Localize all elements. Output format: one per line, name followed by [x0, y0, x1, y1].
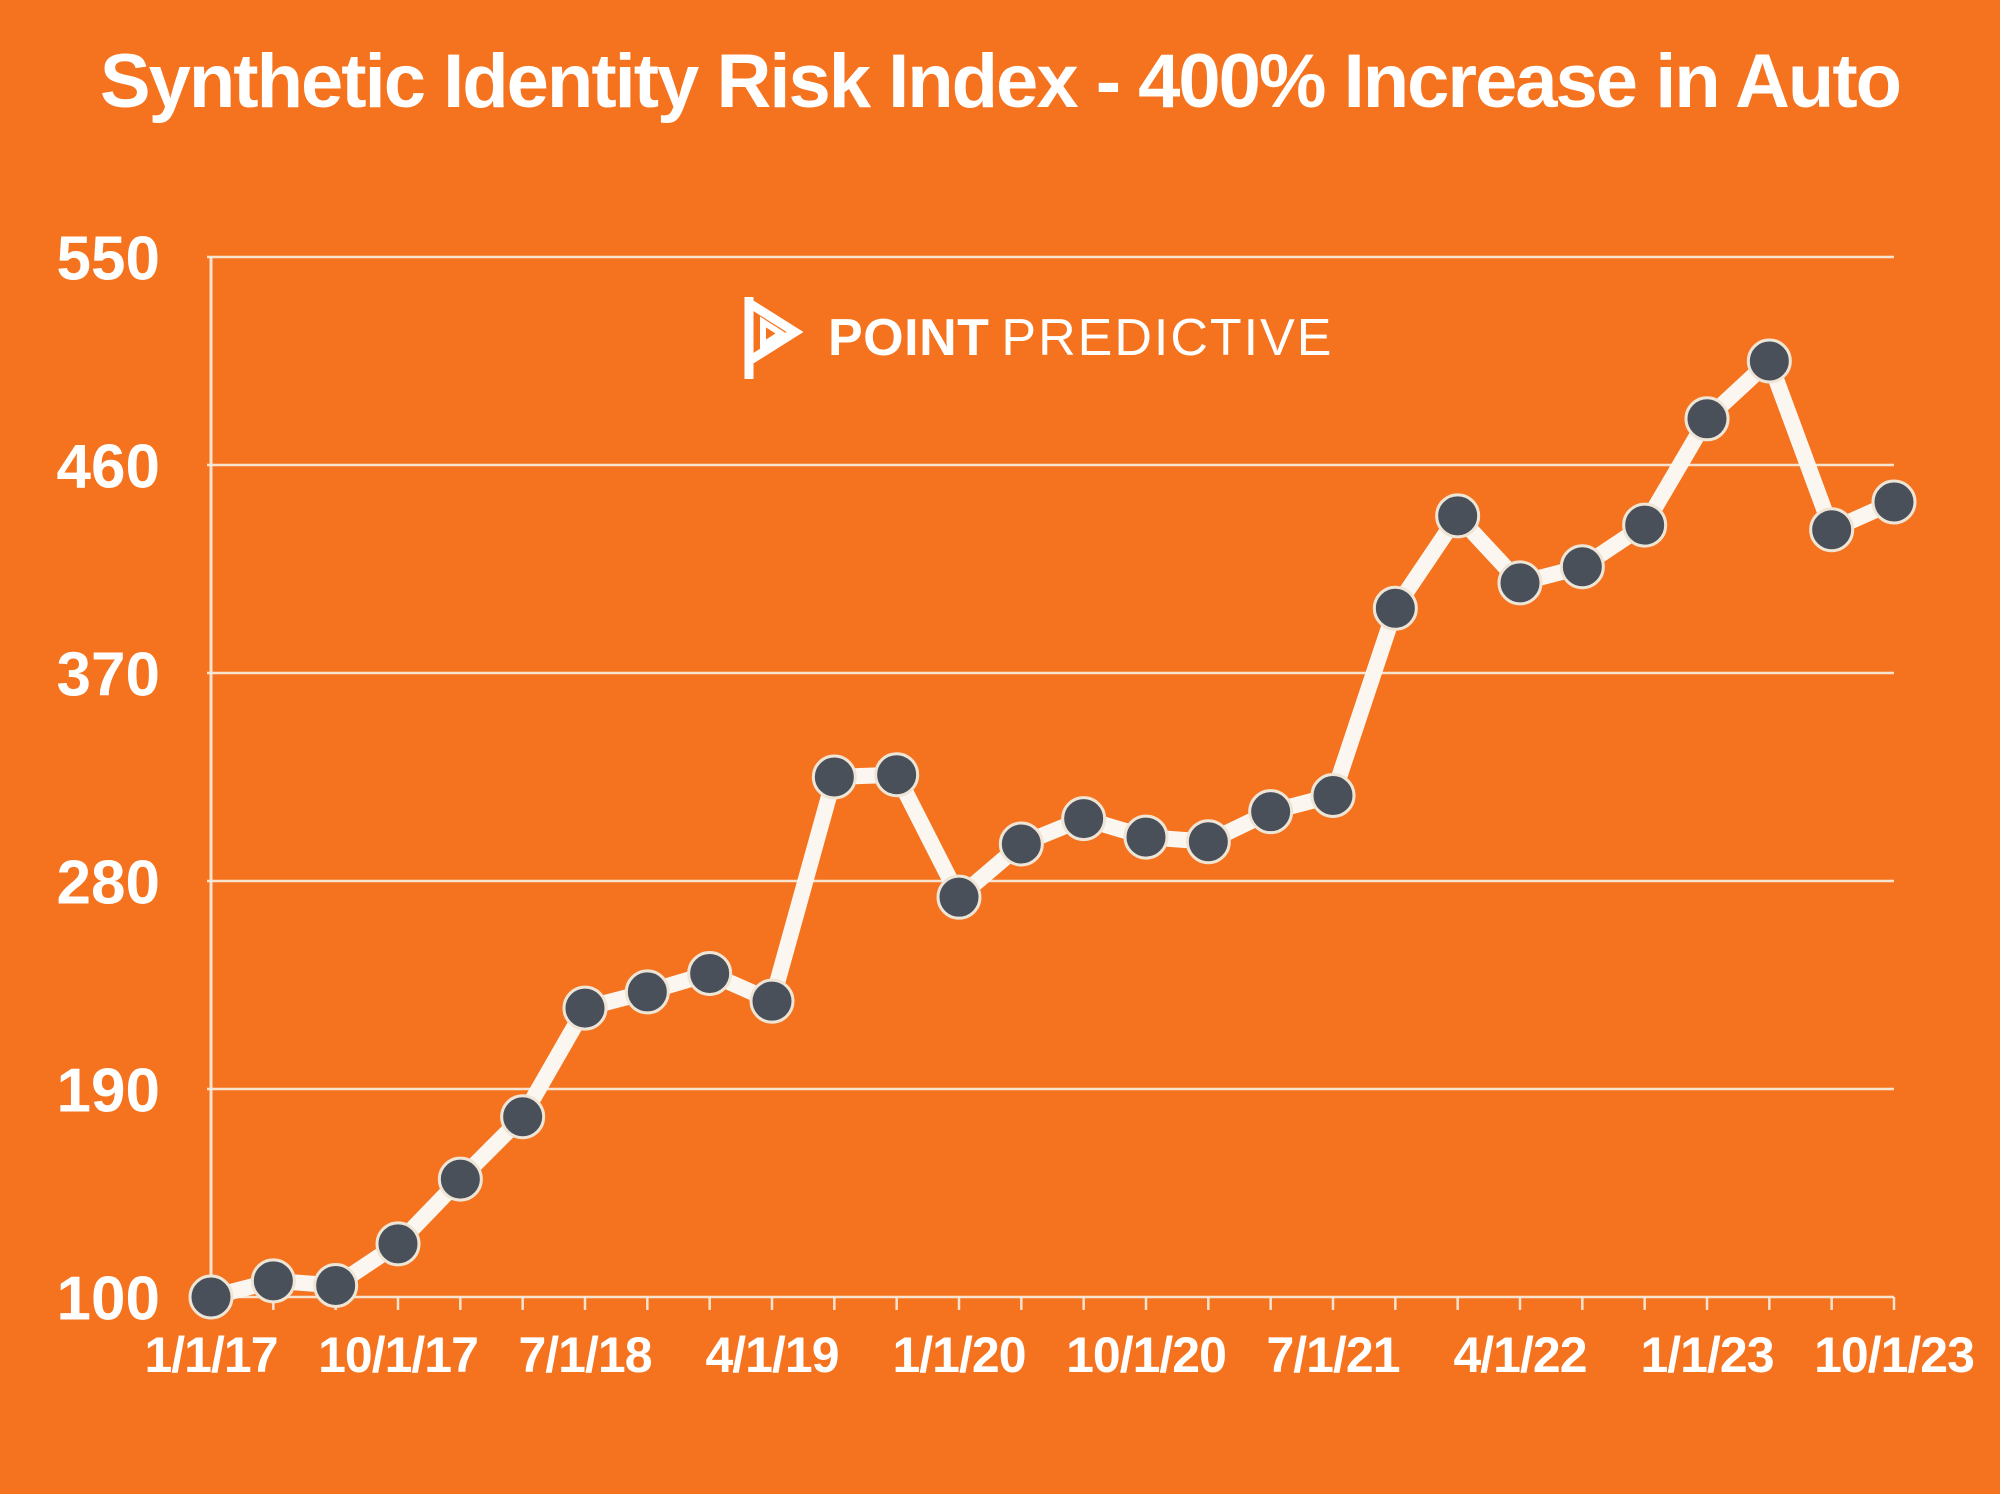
x-tick-label: 1/1/20: [892, 1327, 1025, 1383]
data-point: [1185, 819, 1231, 865]
data-point: [1497, 560, 1543, 606]
data-point: [1435, 493, 1481, 539]
data-point: [1809, 507, 1855, 553]
y-tick-label: 460: [57, 432, 160, 501]
data-point: [188, 1274, 234, 1320]
y-tick-label: 370: [57, 640, 160, 709]
x-tick-label: 10/1/17: [318, 1327, 478, 1383]
data-point: [1622, 502, 1668, 548]
data-point: [1310, 772, 1356, 818]
x-tick-label: 4/1/19: [705, 1327, 838, 1383]
data-point: [1372, 585, 1418, 631]
x-tick-label: 7/1/18: [518, 1327, 651, 1383]
y-tick-label: 190: [57, 1056, 160, 1125]
y-tick-label: 280: [57, 848, 160, 917]
data-point: [936, 874, 982, 920]
logo-point-text: POINT: [828, 309, 990, 367]
data-point: [562, 985, 608, 1031]
data-point: [1061, 796, 1107, 842]
x-tick-label: 7/1/21: [1266, 1327, 1399, 1383]
data-point: [500, 1094, 546, 1140]
data-point: [624, 969, 670, 1015]
page-title: Synthetic Identity Risk Index - 400% Inc…: [99, 39, 1902, 124]
x-tick-label: 1/1/17: [144, 1327, 277, 1383]
data-point: [1746, 338, 1792, 384]
data-point: [811, 754, 857, 800]
data-point: [1871, 479, 1917, 525]
x-tick-label: 10/1/20: [1066, 1327, 1226, 1383]
series-line: [203, 353, 1902, 1305]
data-point: [437, 1156, 483, 1202]
data-point: [998, 821, 1044, 867]
x-tick-label: 10/1/23: [1814, 1327, 1974, 1383]
data-point: [250, 1258, 296, 1304]
data-point: [687, 950, 733, 996]
data-point: [313, 1262, 359, 1308]
data-point: [375, 1221, 421, 1267]
data-point: [1248, 789, 1294, 835]
data-point: [1123, 814, 1169, 860]
point-predictive-logo: POINT PREDICTIVE: [742, 294, 1333, 382]
x-tick-label: 4/1/22: [1453, 1327, 1586, 1383]
data-point: [874, 752, 920, 798]
data-point: [1559, 544, 1605, 590]
x-tick-label: 1/1/23: [1640, 1327, 1773, 1383]
point-predictive-logo-icon: [742, 294, 804, 382]
logo-wordmark: POINT PREDICTIVE: [828, 308, 1333, 368]
data-point: [1684, 396, 1730, 442]
logo-predictive-text: PREDICTIVE: [1001, 309, 1334, 367]
y-tick-label: 550: [57, 224, 160, 293]
data-point: [749, 978, 795, 1024]
y-tick-label: 100: [57, 1264, 160, 1333]
